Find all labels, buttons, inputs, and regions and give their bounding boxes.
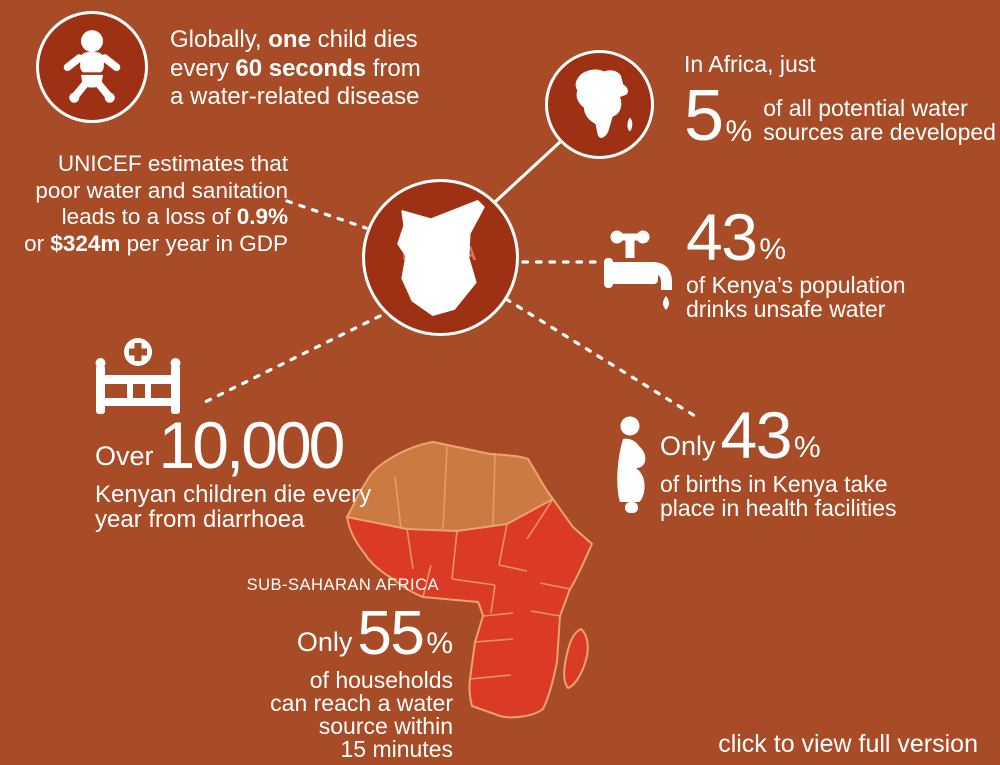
stat-value: 43 — [720, 398, 793, 472]
stat-qualifier: Over — [95, 440, 154, 471]
connector-unicef-dotted — [285, 199, 368, 230]
stat-value: 55 — [357, 599, 424, 668]
connector-africa-kenya-solid — [493, 140, 562, 204]
fact-line: place in health facilities — [660, 495, 897, 522]
stat-qualifier: Only — [660, 430, 716, 461]
fact-line: of households — [309, 667, 453, 694]
fact-line: Kenyan children die every — [95, 480, 372, 508]
subsaharan-water-access-fact: SUB-SAHARAN AFRICA Only 55 % of househol… — [150, 576, 453, 761]
faucet-icon — [604, 230, 672, 310]
fact-line: a water-related disease — [170, 83, 420, 110]
stat-value: 43 — [686, 200, 758, 274]
fact-line: leads to a loss of 0.9% — [61, 204, 288, 229]
hospital-crib-icon — [95, 338, 181, 414]
medical-cross-icon — [124, 338, 152, 366]
kenya-node-circle: KENYA — [362, 179, 519, 336]
country-borders — [394, 446, 571, 680]
fact-line: drinks unsafe water — [686, 296, 886, 323]
kenya-map-icon — [397, 200, 485, 316]
fact-line: every 60 seconds from — [170, 54, 421, 82]
stat-unit: % — [426, 627, 453, 661]
stat-unit: % — [793, 430, 821, 464]
baby-node-circle — [36, 11, 148, 123]
madagascar-shape — [563, 628, 589, 689]
view-full-version-link[interactable]: click to view full version — [718, 730, 978, 758]
births-facilities-fact: Only 43 % of births in Kenya take place … — [660, 398, 897, 522]
fact-line: or $324m per year in GDP — [24, 230, 288, 256]
stat-unit: % — [759, 232, 787, 266]
baby-icon — [63, 30, 121, 103]
africa-silhouette-icon — [575, 69, 633, 138]
fact-line: of births in Kenya take — [660, 470, 888, 497]
fact-line: Globally, one child dies — [170, 26, 418, 53]
stat-qualifier: Only — [296, 627, 353, 658]
stat-value: 5 — [684, 76, 724, 156]
africa-region-map — [346, 441, 593, 719]
region-heading: SUB-SAHARAN AFRICA — [246, 576, 439, 594]
connector-crib-dotted — [199, 314, 382, 406]
fact-line: UNICEF estimates that — [57, 151, 288, 176]
africa-node-circle — [545, 50, 654, 159]
stat-value: 10,000 — [158, 408, 346, 482]
unicef-gdp-fact: UNICEF estimates that poor water and san… — [8, 151, 288, 257]
fact-line: of Kenya’s population — [686, 271, 906, 298]
water-sources-fact: In Africa, just 5 % of all potential wat… — [684, 51, 996, 156]
fact-line: of all potential water — [763, 94, 968, 121]
connector-births-dotted — [504, 297, 697, 418]
fact-line: year from diarrhoea — [95, 506, 305, 534]
fact-line: 15 minutes — [340, 736, 453, 763]
fact-intro: In Africa, just — [684, 51, 816, 77]
fact-line: sources are developed — [763, 119, 996, 146]
fact-line: poor water and sanitation — [35, 177, 288, 203]
stat-unit: % — [725, 114, 753, 148]
unsafe-water-fact: 43 % of Kenya’s population drinks unsafe… — [686, 200, 906, 323]
pregnant-woman-icon — [617, 416, 646, 513]
child-diarrhoea-fact: Over 10,000 Kenyan children die every ye… — [95, 408, 372, 534]
global-child-deaths-fact: Globally, one child dies every 60 second… — [170, 26, 421, 112]
fact-line: source within — [318, 713, 453, 740]
fact-line: can reach a water — [270, 690, 453, 717]
